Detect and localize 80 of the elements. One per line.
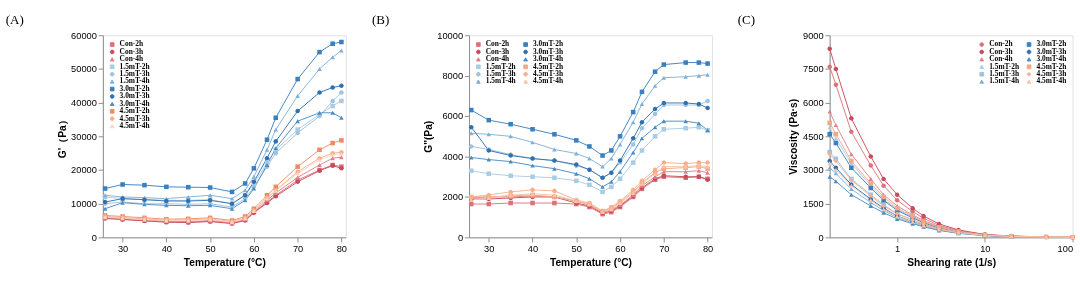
- legend-label: Con-2h: [485, 39, 510, 49]
- legend-label: Con-3h: [119, 46, 144, 56]
- x-axis-title: Temperature (°C): [183, 256, 266, 268]
- legend-label: 3.0mT-2h: [119, 83, 150, 93]
- legend-label: 4.5mT-3h: [533, 69, 564, 79]
- legend-label: 4.5mT-3h: [1036, 69, 1067, 79]
- x-tick-label: 1: [895, 243, 901, 254]
- legend-label: 1.5mT-3h: [119, 69, 150, 79]
- legend-label: 1.5mT-2h: [989, 61, 1020, 71]
- y-tick-label: 3000: [803, 165, 824, 176]
- legend-label: 1.5mT-4h: [119, 76, 150, 86]
- legend-label: Con-2h: [119, 39, 144, 49]
- y-tick-label: 10000: [437, 30, 464, 41]
- legend-label: 3.0mT-3h: [1036, 46, 1067, 56]
- legend-label: 3.0mT-2h: [1036, 39, 1067, 49]
- x-tick-label: 50: [571, 243, 582, 254]
- legend-label: 3.0mT-2h: [533, 39, 564, 49]
- y-tick-label: 4500: [803, 131, 824, 142]
- legend-label: 3.0mT-3h: [119, 91, 150, 101]
- legend-label: 4.5mT-2h: [119, 106, 150, 116]
- y-tick-label: 0: [457, 232, 464, 243]
- y-tick-label: 1500: [803, 198, 824, 209]
- y-tick-label: 6000: [803, 97, 824, 108]
- y-axis-title: Viscosity (Pa·s): [788, 98, 800, 175]
- y-tick-label: 8000: [442, 70, 464, 81]
- y-axis-title: G''(Pa): [422, 120, 434, 153]
- x-tick-label: 60: [249, 243, 260, 254]
- x-tick-label: 30: [484, 243, 495, 254]
- legend-label: 1.5mT-4h: [485, 76, 516, 86]
- legend-label: 3.0mT-4h: [533, 54, 564, 64]
- legend-label: 1.5mT-3h: [485, 69, 516, 79]
- legend-label: 4.5mT-3h: [119, 113, 150, 123]
- y-tick-label: 20000: [71, 165, 97, 176]
- chart-title: (C): [737, 12, 755, 28]
- y-tick-label: 0: [91, 232, 97, 243]
- x-tick-label: 80: [702, 243, 714, 254]
- y-axis-title: G'（Pa）: [56, 115, 68, 159]
- x-tick-label: 30: [117, 243, 129, 254]
- x-axis-title: Shearing rate (1/s): [907, 256, 997, 268]
- x-tick-label: 100: [1057, 243, 1074, 254]
- x-axis-title: Temperature (°C): [549, 256, 632, 268]
- y-tick-label: 4000: [442, 151, 464, 162]
- y-tick-label: 60000: [71, 30, 97, 41]
- x-tick-label: 70: [292, 243, 304, 254]
- legend-label: 1.5mT-2h: [119, 61, 150, 71]
- y-tick-label: 40000: [71, 97, 97, 108]
- x-tick-label: 80: [336, 243, 348, 254]
- y-tick-label: 0: [818, 232, 824, 243]
- legend-label: 4.5mT-2h: [533, 61, 564, 71]
- y-tick-label: 6000: [442, 111, 464, 122]
- legend-label: Con-4h: [989, 54, 1013, 64]
- legend-label: 4.5mT-2h: [1036, 61, 1067, 71]
- legend-label: 4.5mT-4h: [533, 76, 564, 86]
- chart-title: (A): [5, 12, 24, 28]
- legend-label: 4.5mT-4h: [1036, 76, 1067, 86]
- x-tick-label: 10: [980, 243, 991, 254]
- y-tick-label: 9000: [803, 30, 824, 41]
- x-tick-label: 40: [161, 243, 172, 254]
- legend-label: Con-3h: [989, 46, 1013, 56]
- y-tick-label: 7500: [803, 64, 824, 75]
- y-tick-label: 50000: [71, 64, 97, 75]
- x-tick-label: 60: [615, 243, 626, 254]
- y-tick-label: 10000: [71, 198, 97, 209]
- legend-label: 1.5mT-4h: [989, 76, 1020, 86]
- y-tick-label: 2000: [442, 192, 464, 203]
- x-tick-label: 70: [659, 243, 670, 254]
- chart-title: (B): [371, 12, 390, 28]
- legend-label: Con-2h: [989, 39, 1013, 49]
- legend-label: Con-4h: [119, 54, 144, 64]
- x-tick-label: 40: [527, 243, 539, 254]
- x-tick-label: 50: [205, 243, 216, 254]
- legend-label: 3.0mT-4h: [1036, 54, 1067, 64]
- legend-label: 1.5mT-3h: [989, 69, 1020, 79]
- legend-label: 4.5mT-4h: [119, 120, 150, 130]
- legend-label: 3.0mT-4h: [119, 98, 150, 108]
- legend-label: 1.5mT-2h: [485, 61, 516, 71]
- legend-label: Con-3h: [485, 46, 510, 56]
- y-tick-label: 30000: [71, 131, 97, 142]
- legend-label: Con-4h: [485, 54, 510, 64]
- legend-label: 3.0mT-3h: [533, 46, 564, 56]
